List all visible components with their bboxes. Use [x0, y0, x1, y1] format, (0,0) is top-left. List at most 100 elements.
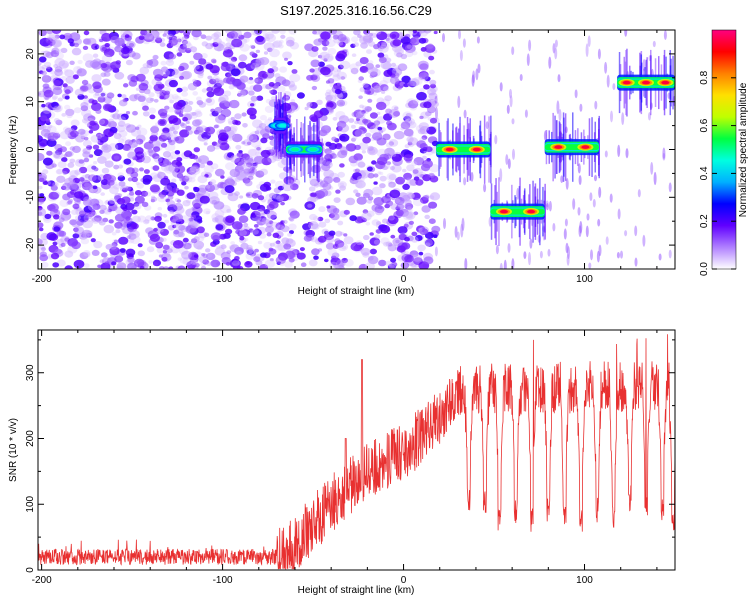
- spectrogram-noise-cell: [197, 73, 204, 79]
- spectrogram-noise-cell: [246, 193, 251, 197]
- y-tick-label: 20: [25, 48, 36, 60]
- spectrogram-noise-cell: [400, 36, 411, 45]
- spectrogram-noise-cell: [408, 121, 417, 129]
- spectrogram-noise-cell: [592, 199, 596, 208]
- spectrogram-noise-cell: [239, 229, 247, 236]
- spectrogram-noise-cell: [198, 101, 206, 108]
- spectrogram-noise-cell: [90, 211, 97, 217]
- spectrogram-noise-cell: [201, 253, 206, 257]
- spectrogram-noise-cell: [96, 134, 103, 139]
- spectrogram-noise-cell: [400, 121, 411, 130]
- spectrogram-noise-cell: [72, 233, 80, 239]
- spectrogram-noise-cell: [336, 71, 348, 81]
- spectrogram-noise-cell: [616, 251, 620, 259]
- spectrogram-noise-cell: [390, 62, 397, 67]
- spectrogram-noise-cell: [212, 75, 221, 82]
- spectrogram-noise-cell: [376, 31, 388, 41]
- spectrogram-noise-cell: [269, 89, 274, 94]
- spectrogram-noise-cell: [227, 136, 233, 141]
- spectrogram-noise-cell: [149, 114, 156, 120]
- spectrogram-noise-cell: [360, 42, 368, 49]
- spectrogram-noise-cell: [122, 206, 128, 211]
- spectrogram-noise-cell: [189, 166, 197, 172]
- spectrogram-noise-cell: [175, 213, 183, 220]
- spectrogram-noise-cell: [429, 69, 435, 75]
- spectrogram-noise-cell: [149, 233, 160, 242]
- spectrogram-noise-cell: [363, 35, 372, 43]
- spectrogram-noise-cell: [259, 264, 269, 269]
- spectrogram-noise-cell: [289, 73, 301, 83]
- spectrogram-noise-cell: [428, 55, 435, 61]
- spectrogram-noise-cell: [156, 247, 165, 254]
- spectrogram-noise-cell: [275, 240, 281, 245]
- spectrogram-noise-cell: [320, 128, 329, 136]
- spectrogram-noise-cell: [168, 79, 178, 88]
- spectrogram-noise-cell: [404, 202, 414, 210]
- spectrogram-noise-cell: [282, 182, 293, 192]
- spectrogram-noise-cell: [511, 46, 515, 56]
- spectrogram-noise-cell: [342, 89, 347, 94]
- spectrogram-noise-cell: [47, 39, 56, 46]
- spectrogram-noise-cell: [256, 217, 266, 226]
- spectrogram-noise-cell: [236, 152, 244, 158]
- spectrogram-noise-cell: [127, 50, 136, 58]
- spectrogram-noise-cell: [179, 247, 188, 255]
- spectrogram-noise-cell: [109, 246, 120, 256]
- spectrogram-noise-cell: [408, 220, 414, 225]
- spectrogram-noise-cell: [244, 261, 253, 268]
- spectrogram-noise-cell: [419, 88, 425, 93]
- spectrogram-noise-cell: [373, 181, 378, 185]
- spectrogram-noise-cell: [239, 195, 244, 199]
- spectrogram-noise-cell: [151, 131, 159, 137]
- spectrogram-noise-cell: [176, 199, 182, 203]
- spectrogram-noise-cell: [405, 196, 410, 200]
- spectrogram-noise-cell: [369, 248, 377, 255]
- spectrogram-noise-cell: [40, 115, 48, 122]
- spectrogram-noise-cell: [157, 171, 163, 175]
- spectrogram-noise-cell: [110, 185, 115, 189]
- spectrogram-noise-cell: [394, 198, 401, 204]
- spectrogram-noise-cell: [188, 100, 194, 105]
- spectrogram-noise-cell: [288, 30, 298, 35]
- spectrogram-noise-cell: [337, 220, 344, 226]
- spectrogram-noise-cell: [234, 191, 240, 196]
- spectrogram-noise-cell: [389, 189, 401, 199]
- spectrogram-noise-cell: [431, 225, 441, 233]
- spectrogram-noise-cell: [47, 180, 56, 187]
- spectrogram-noise-cell: [260, 149, 271, 158]
- spectrogram-noise-cell: [380, 42, 390, 50]
- spectrogram-peak-cell: [661, 80, 670, 85]
- spectrogram-noise-cell: [304, 106, 309, 111]
- spectrogram-noise-cell: [413, 211, 419, 216]
- spectrogram-noise-cell: [209, 78, 217, 85]
- spectrogram-noise-cell: [113, 239, 119, 244]
- spectrogram-noise-cell: [165, 164, 175, 172]
- spectrogram-noise-cell: [324, 153, 333, 161]
- spectrogram-noise-cell: [366, 210, 375, 217]
- spectrogram-noise-cell: [220, 244, 227, 250]
- spectrogram-noise-cell: [191, 112, 197, 116]
- spectrogram-noise-cell: [197, 175, 208, 184]
- spectrogram-noise-cell: [65, 141, 72, 147]
- spectrogram-noise-cell: [171, 69, 182, 79]
- spectrogram-noise-cell: [375, 101, 387, 111]
- spectrogram-noise-cell: [50, 252, 60, 260]
- y-tick-label: -20: [25, 237, 36, 252]
- spectrogram-noise-cell: [64, 104, 71, 110]
- spectrogram-noise-cell: [243, 37, 250, 43]
- spectrogram-noise-cell: [503, 259, 507, 269]
- spectrogram-noise-cell: [373, 173, 379, 178]
- spectrogram-noise-cell: [182, 237, 189, 243]
- spectrogram-noise-cell: [361, 212, 372, 221]
- spectrogram-noise-cell: [376, 221, 382, 226]
- spectrogram-noise-cell: [141, 192, 146, 196]
- spectrogram-noise-cell: [368, 41, 376, 47]
- spectrogram-noise-cell: [269, 60, 278, 67]
- spectrogram-noise-cell: [103, 71, 111, 77]
- spectrogram-noise-cell: [241, 230, 248, 236]
- spectrogram-noise-cell: [53, 105, 62, 113]
- spectrogram-noise-cell: [337, 34, 347, 42]
- spectrogram-noise-cell: [355, 192, 361, 197]
- spectrogram-x-axis-label: Height of straight line (km): [298, 286, 415, 297]
- spectrogram-noise-cell: [120, 113, 129, 121]
